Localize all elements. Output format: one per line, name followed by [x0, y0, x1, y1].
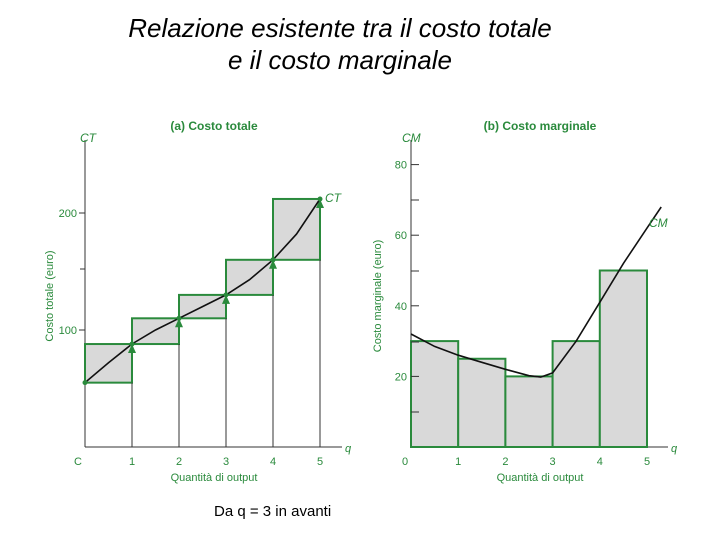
b-chart-title: (b) Costo marginale — [484, 119, 597, 133]
a-x-tick-label-4: 4 — [270, 456, 276, 468]
a-x-tick-label-3: 3 — [223, 456, 229, 468]
a-curve-point-1 — [129, 341, 135, 347]
a-curve-point-2 — [176, 315, 182, 321]
slide-title: Relazione esistente tra il costo totale … — [0, 12, 680, 76]
a-y-tick-label-100: 100 — [59, 325, 77, 337]
b-y-tick-label-40: 40 — [395, 301, 407, 313]
a-y-axis-name: CT — [80, 131, 98, 145]
b-y-axis-name: CM — [402, 131, 421, 145]
a-arrow-3 — [222, 294, 230, 304]
b-bar-5 — [598, 269, 648, 448]
b-x-tick-label-3: 3 — [550, 456, 556, 468]
a-arrow-2 — [175, 318, 183, 328]
b-bar-3 — [504, 375, 554, 448]
a-arrow-5 — [316, 198, 324, 208]
a-curve-point-0 — [82, 380, 88, 386]
a-step-box-5 — [272, 197, 321, 261]
b-x-tick-label-1: 1 — [455, 456, 461, 468]
a-x-tick-label-2: 2 — [176, 456, 182, 468]
slide-title-line-2: e il costo marginale — [228, 45, 452, 75]
a-y-tick-label-200: 200 — [59, 208, 77, 220]
a-chart-title: (a) Costo totale — [170, 119, 258, 133]
b-cm-curve — [410, 206, 662, 378]
a-x-tick-label-5: 5 — [317, 456, 323, 468]
a-x-tick-label-1: 1 — [129, 456, 135, 468]
b-y-axis-label: Costo marginale (euro) — [372, 240, 384, 353]
a-curve-point-4 — [270, 257, 276, 263]
b-x-tick-label-2: 2 — [502, 456, 508, 468]
a-origin-label: C — [74, 456, 82, 468]
b-y-tick-label-60: 60 — [395, 230, 407, 242]
a-ct-curve — [84, 198, 321, 384]
caption-text: Da q = 3 in avanti — [214, 503, 332, 520]
a-arrow-4 — [269, 259, 277, 269]
a-arrow-1 — [128, 344, 136, 354]
b-bar-4 — [551, 340, 601, 449]
a-curve-point-5 — [317, 196, 323, 202]
b-x-axis-name: q — [671, 443, 678, 455]
b-x-axis-label: Quantità di output — [497, 472, 584, 484]
slide-title-line-1: Relazione esistente tra il costo totale — [128, 13, 552, 43]
b-y-tick-label-80: 80 — [395, 160, 407, 172]
b-bar-1 — [410, 340, 460, 449]
a-x-axis-label: Quantità di output — [171, 472, 258, 484]
b-x-tick-label-4: 4 — [597, 456, 603, 468]
a-x-axis-name: q — [345, 443, 352, 455]
a-curve-label: CT — [325, 191, 343, 205]
b-bar-2 — [457, 357, 507, 448]
b-x-tick-label-5: 5 — [644, 456, 650, 468]
b-curve-label: CM — [649, 216, 668, 230]
b-x-tick-label-0: 0 — [402, 456, 408, 468]
a-curve-point-3 — [223, 292, 229, 298]
a-y-axis-label: Costo totale (euro) — [44, 250, 56, 341]
b-y-tick-label-20: 20 — [395, 371, 407, 383]
